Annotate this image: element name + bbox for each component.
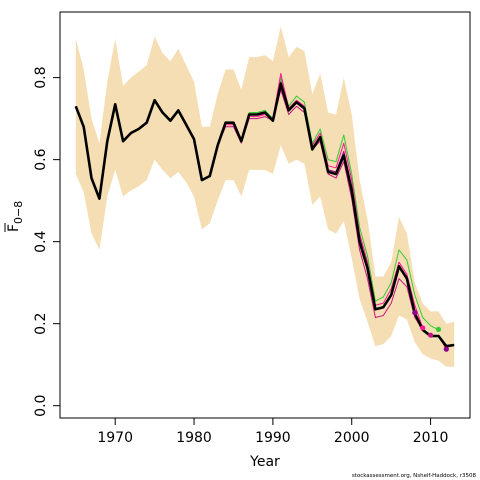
y-tick-label: 0.8: [33, 66, 49, 88]
credit-text: stockassessment.org, Nshelf-Haddock, r35…: [352, 473, 477, 479]
series-layer: [74, 73, 455, 350]
terminal-points-layer: [412, 310, 449, 352]
y-axis-title-sub: 0−8: [12, 201, 25, 224]
series-line-main: [74, 82, 455, 348]
x-tick-label: 1970: [97, 430, 133, 446]
y-tick-label: 0.4: [33, 230, 49, 252]
terminal-point: [420, 325, 426, 331]
x-tick-label: 1980: [176, 430, 212, 446]
x-tick-label: 2010: [413, 430, 449, 446]
plot-frame: [59, 11, 471, 419]
y-axis: 0.0 0.2 0.4 0.6 0.8: [33, 66, 60, 417]
y-tick-label: 0.6: [33, 148, 49, 170]
terminal-point: [443, 346, 449, 352]
y-axis-title: F0−8: [4, 201, 25, 232]
x-axis: 1970 1980 1990 2000 2010: [97, 418, 448, 446]
x-tick-label: 2000: [334, 430, 370, 446]
terminal-point: [412, 310, 418, 316]
y-tick-label: 0.0: [33, 395, 49, 417]
terminal-point: [428, 332, 434, 338]
y-tick-label: 0.2: [33, 313, 49, 335]
terminal-point: [435, 326, 442, 332]
confidence-band: [75, 26, 455, 367]
svg-text:F0−8: F0−8: [6, 201, 25, 232]
x-tick-label: 1990: [255, 430, 291, 446]
y-axis-title-main: F: [6, 224, 22, 232]
plot-area: [74, 26, 455, 367]
x-axis-title: Year: [249, 454, 280, 470]
